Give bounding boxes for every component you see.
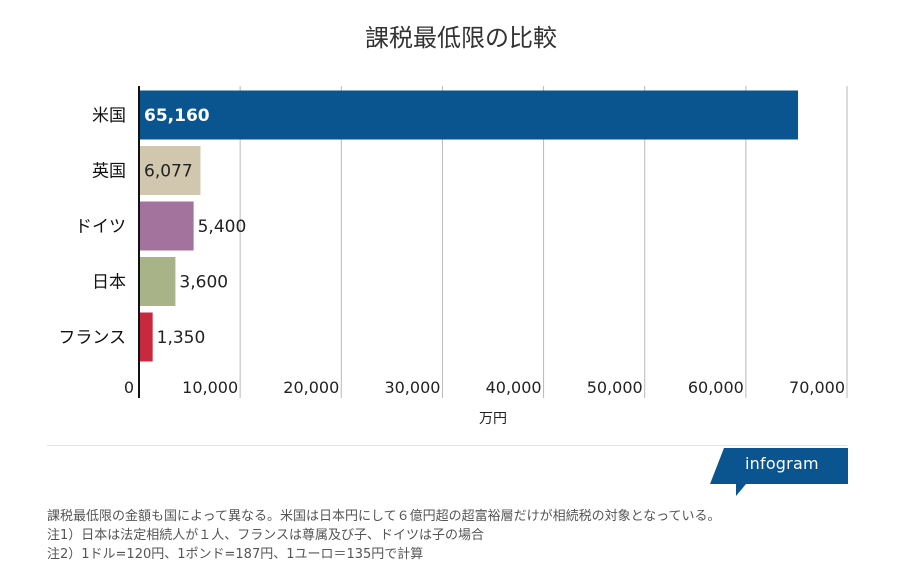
note-summary: 課税最低限の金額も国によって異なる。米国は日本円にして６億円超の超富裕層だけが相… bbox=[47, 509, 721, 524]
bar bbox=[139, 146, 201, 195]
x-tick-label: 70,000 bbox=[789, 378, 845, 397]
bar-chart: 0 10,000 20,000 30,000 40,000 50,000 60,000 70,… bbox=[58, 86, 848, 427]
bar bbox=[139, 90, 799, 140]
data-label: 5,400 bbox=[198, 217, 247, 237]
category-label: フランス bbox=[58, 328, 126, 348]
category-label: 米国 bbox=[92, 106, 126, 126]
data-label: 3,600 bbox=[179, 273, 228, 293]
x-tick-label: 50,000 bbox=[587, 378, 643, 397]
category-label: ドイツ bbox=[75, 217, 126, 237]
x-tick-label: 20,000 bbox=[283, 378, 339, 397]
data-label: 1,350 bbox=[157, 328, 206, 348]
bar bbox=[139, 257, 176, 306]
x-tick-label: 0 bbox=[124, 378, 134, 397]
data-label: 6,077 bbox=[144, 162, 193, 182]
bar bbox=[139, 201, 194, 251]
category-label: 英国 bbox=[92, 162, 126, 182]
footnotes: 課税最低限の金額も国によって異なる。米国は日本円にして６億円超の超富裕層だけが相… bbox=[47, 507, 721, 564]
chart-title: 課税最低限の比較 bbox=[365, 24, 557, 52]
x-tick-label: 10,000 bbox=[182, 378, 238, 397]
bar bbox=[139, 312, 153, 362]
x-tick-label: 30,000 bbox=[384, 378, 440, 397]
x-tick-label: 40,000 bbox=[486, 378, 542, 397]
infogram-logo-badge[interactable] bbox=[710, 448, 848, 496]
category-label: 日本 bbox=[92, 273, 126, 293]
note-2: 注2）1ドル=120円、1ポンド=187円、1ユーロ＝135円で計算 bbox=[47, 547, 424, 562]
x-axis-label: 万円 bbox=[479, 411, 507, 427]
infogram-logo-text[interactable]: infogram bbox=[745, 454, 819, 473]
footer-divider bbox=[47, 445, 847, 446]
data-label: 65,160 bbox=[144, 106, 210, 126]
note-1: 注1）日本は法定相続人が１人、フランスは尊属及び子、ドイツは子の場合 bbox=[47, 528, 485, 543]
badge-shape bbox=[710, 448, 848, 496]
x-tick-label: 60,000 bbox=[688, 378, 744, 397]
